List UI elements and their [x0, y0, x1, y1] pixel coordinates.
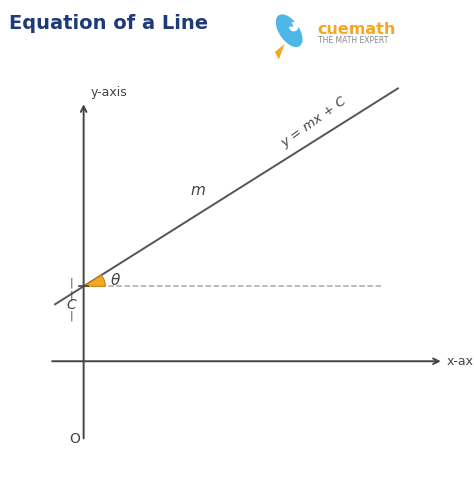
- Text: ▲: ▲: [284, 14, 294, 27]
- Text: |: |: [69, 310, 73, 321]
- Wedge shape: [83, 275, 105, 286]
- Text: cuemath: cuemath: [318, 22, 396, 36]
- Text: x-axis: x-axis: [447, 355, 474, 368]
- Text: Equation of a Line: Equation of a Line: [9, 14, 209, 34]
- Text: y-axis: y-axis: [91, 86, 127, 99]
- Text: y = mx + C: y = mx + C: [279, 95, 349, 150]
- Text: |: |: [69, 290, 73, 300]
- Ellipse shape: [290, 23, 298, 31]
- Polygon shape: [275, 44, 284, 60]
- Ellipse shape: [276, 14, 302, 47]
- Text: θ: θ: [110, 273, 120, 288]
- Text: THE MATH EXPERT: THE MATH EXPERT: [318, 36, 388, 45]
- Text: |: |: [69, 277, 73, 288]
- Text: C: C: [66, 298, 76, 312]
- Text: m: m: [191, 183, 205, 198]
- Text: O: O: [70, 432, 81, 446]
